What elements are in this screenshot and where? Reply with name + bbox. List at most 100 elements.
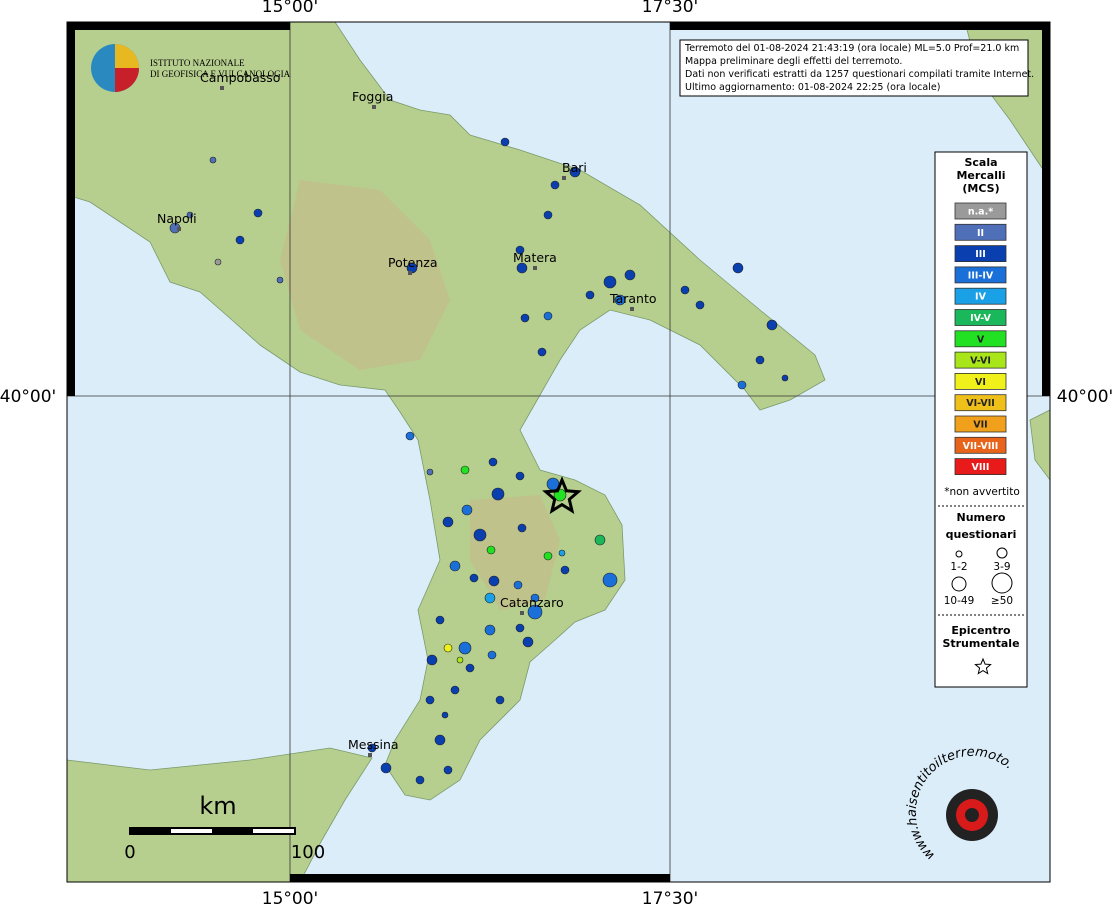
legend-swatch (954, 309, 1007, 326)
logo (115, 44, 139, 68)
report-dot (465, 663, 475, 673)
report-dot (515, 623, 525, 633)
city-marker (372, 105, 376, 109)
report-dot (515, 471, 525, 481)
report-dot (513, 580, 523, 590)
legend-label: VI (975, 377, 986, 388)
report-dot (488, 457, 498, 467)
report-dot (550, 180, 560, 190)
report-dot (441, 711, 449, 719)
info-line: Dati non verificati estratti da 1257 que… (685, 69, 1034, 80)
institute: ISTITUTO NAZIONALE (150, 58, 245, 68)
report-dot (520, 313, 530, 323)
report-dot (517, 523, 527, 533)
report-dot (405, 431, 415, 441)
legend-size-label: ≥50 (991, 595, 1013, 607)
report-dot (732, 262, 744, 274)
report-dot (449, 560, 461, 572)
legend-size (996, 547, 1008, 559)
legend-swatch (954, 202, 1007, 220)
report-dot (253, 208, 263, 218)
report-dot (781, 374, 789, 382)
report-dot (543, 551, 553, 561)
legend-size-label: 1-2 (950, 561, 967, 573)
report-dot (585, 290, 595, 300)
city-label: Campobasso (200, 70, 280, 85)
legend-size (955, 550, 963, 558)
report-dot (367, 743, 377, 753)
city-label: Foggia (352, 89, 393, 104)
info-line: Ultimo aggiornamento: 01-08-2024 22:25 (… (685, 82, 940, 93)
scale-label: 0 (124, 842, 135, 863)
legend-size-label: 3-9 (993, 561, 1010, 573)
legend-swatch (954, 245, 1007, 263)
scale-label: 100 (291, 842, 325, 863)
lon-label: 15°00' (262, 0, 318, 17)
legend-label: VI-VII (966, 398, 995, 409)
report-dots (169, 137, 789, 785)
legend-size-label: 10-49 (944, 595, 975, 607)
report-dot (500, 137, 510, 147)
report-dot (602, 572, 618, 588)
legend-epicenter-title: Epicentro (951, 624, 1011, 637)
report-dot (695, 300, 705, 310)
report-dot (558, 549, 566, 557)
legend-label: VIII (972, 462, 990, 473)
city-marker (630, 307, 634, 311)
info-box (679, 39, 1029, 97)
info-line: Mappa preliminare degli effetti del terr… (685, 56, 902, 67)
city-marker (520, 611, 524, 615)
report-dot (214, 258, 222, 266)
report-dot (515, 245, 525, 255)
report-dot (458, 641, 472, 655)
city-label: Catanzaro (500, 595, 564, 610)
report-dot (488, 575, 500, 587)
legend-swatch (954, 330, 1007, 348)
legend-swatch (954, 351, 1007, 369)
legend-swatch (954, 436, 1007, 454)
lon-label: 15°00' (262, 889, 318, 907)
report-dot (491, 487, 505, 501)
legend-epicenter-title: Strumentale (942, 637, 1019, 650)
report-dot (276, 276, 284, 284)
report-dot (766, 319, 778, 331)
lon-label: 17°30' (642, 0, 698, 17)
report-dot (484, 592, 496, 604)
report-dot (186, 211, 194, 219)
legend-label: IV-V (970, 313, 991, 324)
legend-size (991, 572, 1013, 594)
report-dot (495, 695, 505, 705)
report-dot (435, 615, 445, 625)
legend-swatch (954, 372, 1007, 390)
city-marker (177, 227, 181, 231)
report-dot (569, 166, 581, 178)
lon-label: 17°30' (642, 889, 698, 907)
watermark-logo (965, 808, 979, 822)
legend-label: IV (975, 292, 987, 303)
lat-label: 40°00' (0, 387, 56, 407)
legend-label: V (977, 334, 985, 345)
report-dot (425, 695, 435, 705)
legend-size-title: Numero (957, 511, 1006, 524)
report-dot (450, 685, 460, 695)
report-dot (594, 534, 606, 546)
report-dot (380, 762, 392, 774)
city-label: Taranto (609, 291, 657, 306)
report-dot (415, 775, 425, 785)
legend-label: II (977, 228, 984, 239)
report-dot (737, 380, 747, 390)
report-dot (624, 269, 636, 281)
legend-label: n.a.* (968, 207, 993, 218)
city-marker (562, 176, 566, 180)
legend-swatch (954, 266, 1007, 284)
legend-label: VII (973, 420, 987, 431)
report-dot (603, 275, 617, 289)
city-marker (408, 271, 412, 275)
report-dot (486, 545, 496, 555)
report-dot (560, 565, 570, 575)
city-marker (533, 266, 537, 270)
report-dot (442, 516, 454, 528)
city-label: Bari (562, 160, 587, 175)
report-dot (426, 468, 434, 476)
